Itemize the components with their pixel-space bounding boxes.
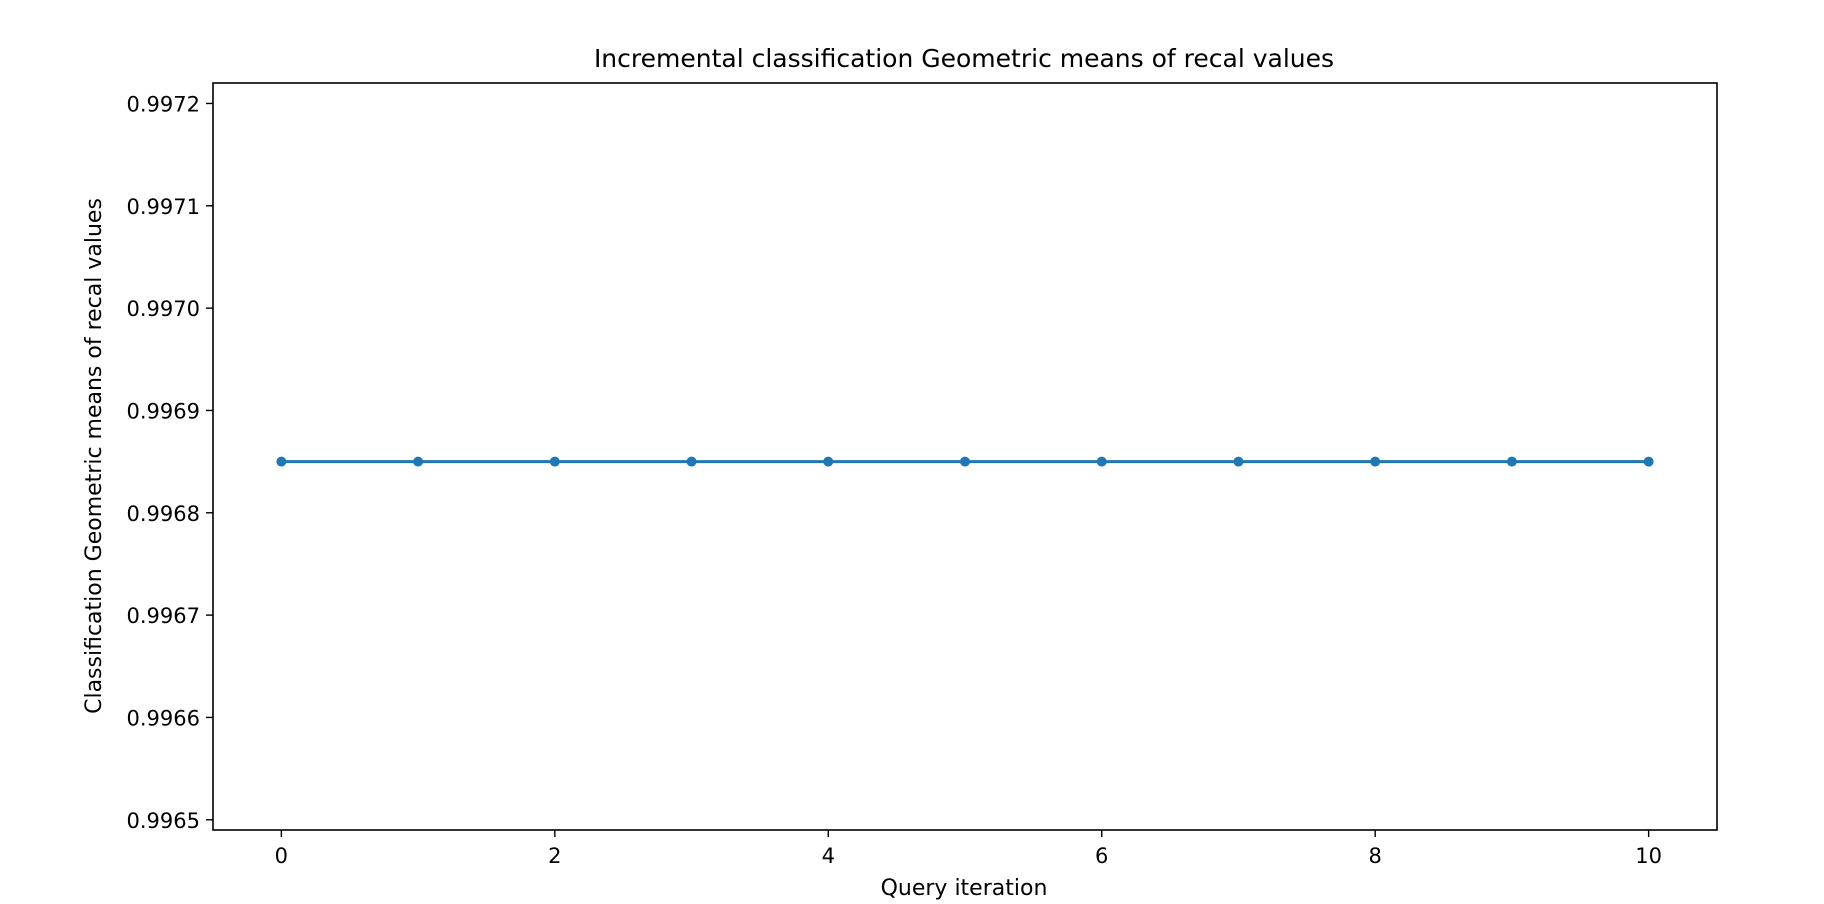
y-tick-label: 0.9972	[127, 92, 200, 116]
y-tick-label: 0.9966	[127, 706, 200, 730]
y-tick-label: 0.9971	[127, 195, 200, 219]
y-axis-ticks: 0.9965 0.9966 0.9967 0.9968 0.9969 0.9970 0.99…	[127, 92, 213, 833]
chart-title: Incremental classification Geometric mea…	[594, 44, 1334, 73]
data-point	[276, 456, 287, 467]
x-tick-label: 6	[1095, 844, 1108, 868]
x-tick-label: 8	[1368, 844, 1381, 868]
data-point	[1370, 456, 1381, 467]
series-layer	[276, 456, 1654, 467]
y-tick-label: 0.9967	[127, 604, 200, 628]
plot-area-frame	[212, 82, 1718, 831]
data-point	[1233, 456, 1244, 467]
data-point	[1506, 456, 1517, 467]
data-point	[960, 456, 970, 467]
y-tick-label: 0.9965	[127, 809, 200, 833]
data-point	[413, 456, 424, 467]
x-tick-label: 2	[548, 844, 561, 868]
data-point	[686, 456, 697, 467]
data-point	[1096, 456, 1107, 467]
x-axis-ticks: 0 2 4 6 8 10	[275, 830, 1662, 868]
y-tick-label: 0.9968	[127, 502, 200, 526]
y-axis-label: Classification Geometric means of recal …	[82, 198, 107, 714]
x-tick-label: 10	[1635, 844, 1662, 868]
y-tick-label: 0.9970	[127, 297, 200, 321]
data-point	[549, 456, 560, 467]
x-tick-label: 0	[275, 844, 288, 868]
y-tick-label: 0.9969	[127, 399, 200, 423]
x-tick-label: 4	[822, 844, 835, 868]
x-axis-label: Query iteration	[881, 876, 1048, 901]
data-point	[823, 456, 834, 467]
data-point	[1643, 456, 1654, 467]
